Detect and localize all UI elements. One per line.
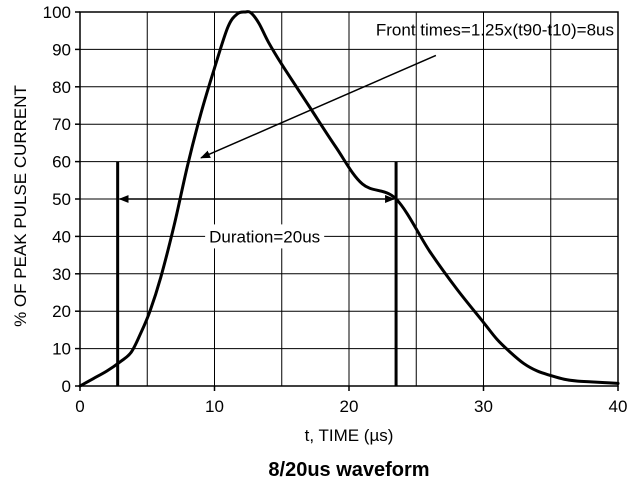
y-tick-label: 60 [52, 153, 71, 172]
y-axis-label: % OF PEAK PULSE CURRENT [11, 85, 30, 327]
y-tick-label: 40 [52, 227, 71, 246]
y-tick-label: 50 [52, 190, 71, 209]
chart-title: 8/20us waveform [268, 459, 429, 481]
y-tick-label: 10 [52, 340, 71, 359]
x-tick-labels: 0 10 20 30 40 [75, 386, 627, 416]
x-axis-label: t, TIME (µs) [305, 426, 394, 445]
y-tick-label: 100 [43, 3, 71, 22]
duration-label-background [205, 224, 325, 249]
y-tick-label: 90 [52, 40, 71, 59]
grid [79, 11, 619, 387]
front-times-arrow [200, 54, 437, 159]
y-tick-label: 80 [52, 78, 71, 97]
y-tick-label: 70 [52, 115, 71, 134]
y-tick-labels: 0 10 20 30 40 50 60 70 80 90 100 [43, 3, 80, 396]
annotations: Front times=1.25x(t90-t10)=8us Duration=2… [118, 20, 614, 249]
duration-label: Duration=20us [209, 227, 320, 246]
y-tick-label: 0 [62, 377, 71, 396]
x-tick-label: 10 [205, 397, 224, 416]
waveform-line [78, 10, 620, 388]
y-tick-label: 30 [52, 265, 71, 284]
front-times-label: Front times=1.25x(t90-t10)=8us [376, 20, 614, 39]
x-tick-label: 0 [75, 397, 84, 416]
waveform-series [78, 10, 620, 388]
x-tick-label: 20 [340, 397, 359, 416]
x-tick-label: 30 [474, 397, 493, 416]
y-tick-label: 20 [52, 302, 71, 321]
x-tick-label: 40 [609, 397, 628, 416]
